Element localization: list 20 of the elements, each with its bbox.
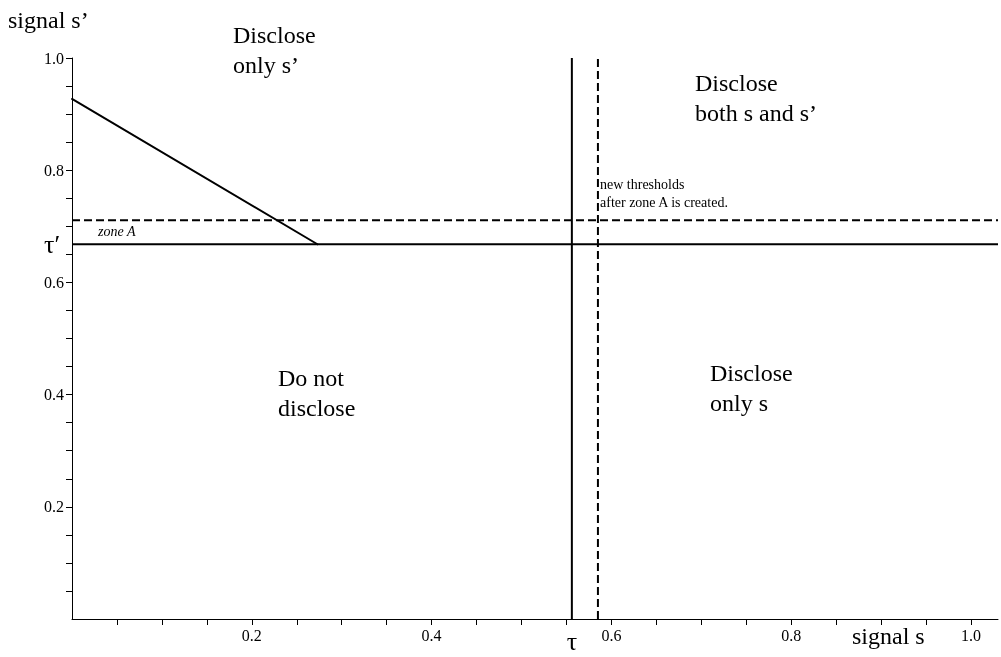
x-tick-label: 0.6 — [601, 626, 622, 644]
x-tick-label: 0.2 — [241, 626, 262, 644]
ref-line-label: τ — [566, 626, 578, 656]
annotation: zone A — [97, 224, 136, 240]
y-tick-label: 1.0 — [44, 49, 64, 67]
x-tick-label: 1.0 — [961, 626, 982, 644]
y-axis-title: signal s’ — [8, 7, 89, 33]
y-tick-label: 0.4 — [44, 386, 64, 404]
x-axis-title: signal s — [852, 623, 925, 649]
y-tick-label: 0.6 — [44, 273, 64, 291]
annotation: Do not disclose — [278, 365, 356, 421]
annotation: new thresholds after zone A is created. — [600, 177, 728, 210]
ref-line-label: τ′ — [43, 229, 61, 259]
annotation: Disclose only s — [710, 360, 793, 416]
x-tick-label: 0.8 — [781, 626, 802, 644]
annotation: Disclose both s and s’ — [695, 70, 817, 126]
y-tick-label: 0.2 — [44, 498, 64, 516]
y-tick-label: 0.8 — [44, 161, 64, 179]
annotation: Disclose only s’ — [233, 22, 316, 78]
x-tick-label: 0.4 — [421, 626, 442, 644]
